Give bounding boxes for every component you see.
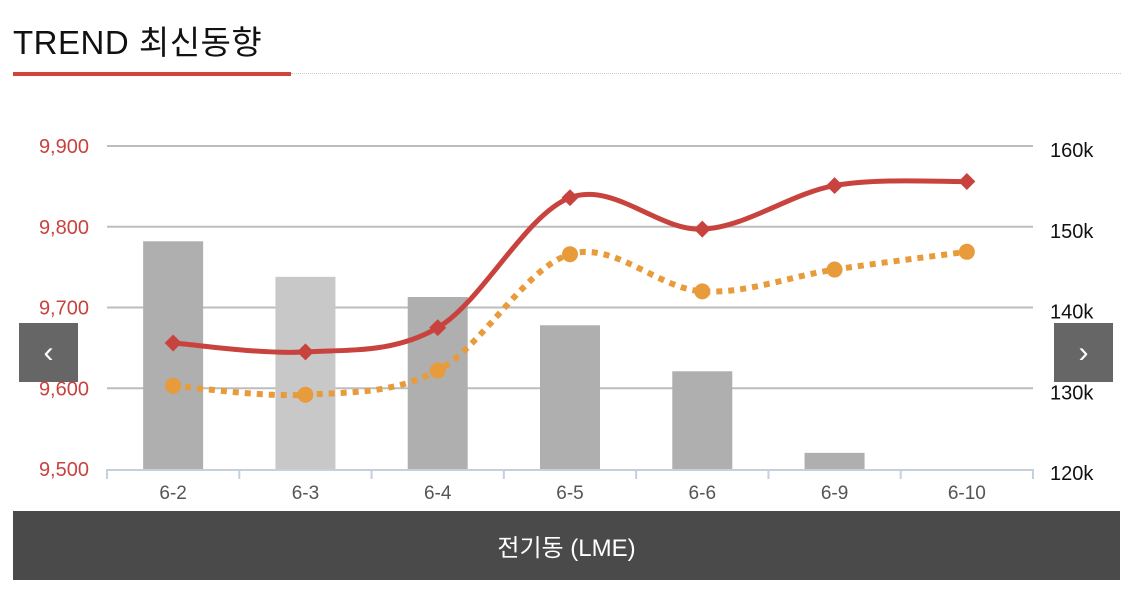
left-axis-tick: 9,700 [39,298,89,320]
chart-caption-bar: 전기동 (LME) [13,511,1120,580]
next-button[interactable]: › [1054,323,1113,382]
data-point [562,246,578,263]
data-point [429,362,446,379]
prev-button[interactable]: ‹ [19,323,78,382]
data-point [296,343,314,361]
left-axis-tick: 9,900 [39,136,89,158]
title-divider [291,73,1121,74]
bar [275,276,336,469]
x-axis-label: 6-6 [689,483,716,504]
data-point [429,319,447,337]
data-point [694,283,711,300]
x-axis-label: 6-2 [159,483,186,504]
data-point [826,177,844,195]
right-axis-tick: 160k [1050,140,1094,162]
chart-caption: 전기동 (LME) [497,535,636,562]
right-axis-tick: 130k [1050,382,1094,404]
x-axis-label: 6-4 [424,483,452,504]
chevron-right-icon: › [1078,335,1089,369]
data-point [164,334,182,352]
right-axis-tick: 120k [1050,463,1094,485]
data-point [165,377,182,394]
left-axis-tick: 9,500 [39,459,89,481]
data-point [826,261,843,278]
right-axis-tick: 140k [1050,302,1094,324]
x-axis-label: 6-3 [292,483,319,504]
x-axis-label: 6-9 [821,483,848,504]
left-axis-tick: 9,800 [39,217,89,239]
x-axis-label: 6-5 [556,483,583,504]
data-point [958,173,976,191]
left-axis-tick: 9,600 [39,378,89,400]
right-axis-tick: 150k [1050,221,1094,243]
data-point [561,189,579,207]
bar [804,452,865,469]
bar [672,371,733,469]
title-underline [13,72,291,76]
data-point [958,243,975,260]
bar [540,325,600,469]
page-title: TREND 최신동향 [13,24,263,61]
data-point [693,220,711,238]
chevron-left-icon: ‹ [43,335,54,369]
x-axis-label: 6-10 [948,483,986,504]
bar [143,241,204,469]
data-point [297,386,314,403]
